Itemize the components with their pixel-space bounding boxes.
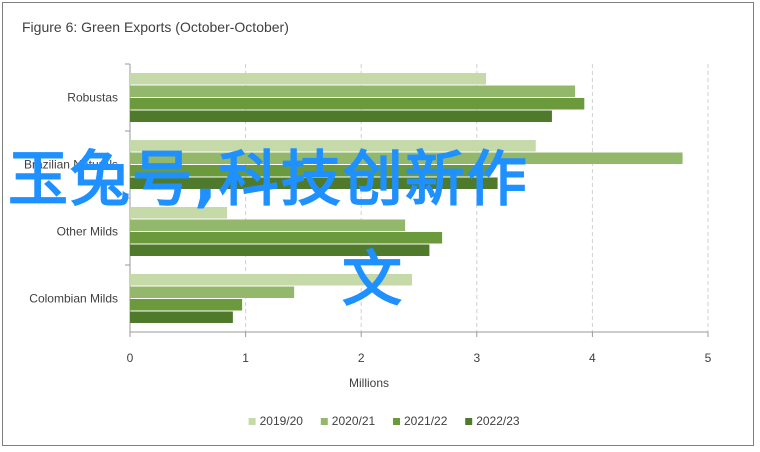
bar-brazilian-naturals-2020-21: [130, 152, 683, 164]
legend-label-2020-21: 2020/21: [332, 414, 376, 428]
bar-robustas-2020-21: [130, 85, 576, 97]
category-label-colombian-milds: Colombian Milds: [29, 292, 118, 306]
bar-other-milds-2020-21: [130, 219, 406, 231]
legend-swatch-2019-20: [248, 418, 256, 425]
bar-colombian-milds-2019-20: [130, 274, 413, 286]
legend-label-2022-23: 2022/23: [476, 414, 520, 428]
bar-brazilian-naturals-2022-23: [130, 177, 498, 189]
category-label-other-milds: Other Milds: [57, 225, 118, 239]
bar-colombian-milds-2021-22: [130, 299, 243, 311]
bar-other-milds-2021-22: [130, 232, 443, 244]
legend-label-2019-20: 2019/20: [260, 414, 304, 428]
tick-label-x-5: 5: [705, 351, 712, 365]
bar-robustas-2021-22: [130, 98, 585, 110]
tick-label-x-3: 3: [473, 351, 480, 365]
bar-robustas-2022-23: [130, 110, 552, 122]
x-axis-title: Millions: [349, 376, 389, 390]
tick-label-x-0: 0: [127, 351, 134, 365]
bar-brazilian-naturals-2021-22: [130, 165, 491, 177]
legend-swatch-2021-22: [393, 418, 400, 425]
legend-swatch-2022-23: [465, 418, 473, 425]
tick-label-x-2: 2: [358, 351, 365, 365]
bar-colombian-milds-2020-21: [130, 286, 295, 298]
tick-label-x-4: 4: [589, 351, 596, 365]
category-label-brazilian-naturals: Brazilian Naturals: [24, 158, 118, 172]
bar-other-milds-2019-20: [130, 207, 228, 219]
legend-swatch-2020-21: [320, 418, 328, 425]
chart-title: Figure 6: Green Exports (October-October…: [22, 19, 289, 35]
bar-robustas-2019-20: [130, 73, 487, 85]
bar-brazilian-naturals-2019-20: [130, 140, 536, 152]
bar-other-milds-2022-23: [130, 244, 430, 256]
tick-label-x-1: 1: [242, 351, 249, 365]
legend-label-2021-22: 2021/22: [404, 414, 448, 428]
bar-colombian-milds-2022-23: [130, 311, 233, 323]
category-label-robustas: Robustas: [67, 91, 118, 105]
